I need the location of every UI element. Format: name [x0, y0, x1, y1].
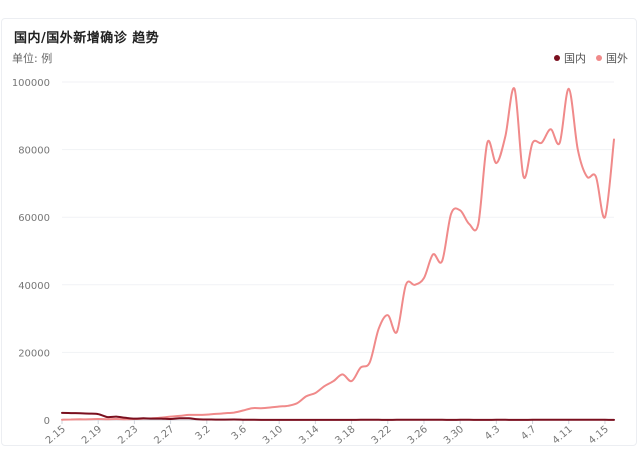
- x-tick-label-9: 3.22: [370, 424, 394, 447]
- chart-card: [1, 18, 637, 446]
- x-tick-label-3: 2.27: [152, 424, 176, 447]
- x-tick-label-1: 2.19: [80, 424, 104, 447]
- y-tick-label-4: 80000: [18, 146, 50, 157]
- x-tick-label-11: 3.30: [442, 424, 466, 447]
- legend-dot-foreign: [596, 55, 602, 61]
- x-tick-label-14: 4.11: [551, 424, 575, 447]
- y-tick-label-2: 40000: [18, 281, 50, 292]
- x-tick-label-2: 2.23: [116, 424, 140, 447]
- x-tick-label-5: 3.6: [230, 424, 249, 443]
- x-tick-label-0: 2.15: [44, 424, 68, 447]
- legend-dot-domestic: [554, 55, 560, 61]
- x-tick-label-4: 3.2: [193, 424, 212, 443]
- legend: 国内 国外: [554, 50, 628, 66]
- legend-label-domestic: 国内: [564, 52, 586, 65]
- x-tick-label-6: 3.10: [261, 424, 285, 447]
- x-tick-label-13: 4.7: [519, 424, 538, 443]
- x-tick-label-10: 3.26: [406, 424, 430, 447]
- legend-item-domestic[interactable]: 国内: [554, 50, 586, 66]
- legend-item-foreign[interactable]: 国外: [596, 50, 628, 66]
- chart-title: 国内/国外新增确诊 趋势: [14, 31, 160, 46]
- legend-label-foreign: 国外: [606, 52, 628, 65]
- y-tick-label-0: 0: [44, 416, 50, 427]
- unit-label: 单位: 例: [12, 52, 53, 65]
- y-tick-label-5: 100000: [12, 78, 50, 89]
- x-tick-label-15: 4.15: [587, 424, 611, 447]
- x-tick-label-8: 3.18: [333, 424, 357, 447]
- x-tick-label-7: 3.14: [297, 424, 321, 447]
- x-tick-label-12: 4.3: [483, 424, 502, 443]
- y-tick-label-1: 20000: [18, 348, 50, 359]
- series-line-domestic: [61, 411, 615, 421]
- series-line-foreign: [61, 87, 615, 421]
- y-tick-label-3: 60000: [18, 213, 50, 224]
